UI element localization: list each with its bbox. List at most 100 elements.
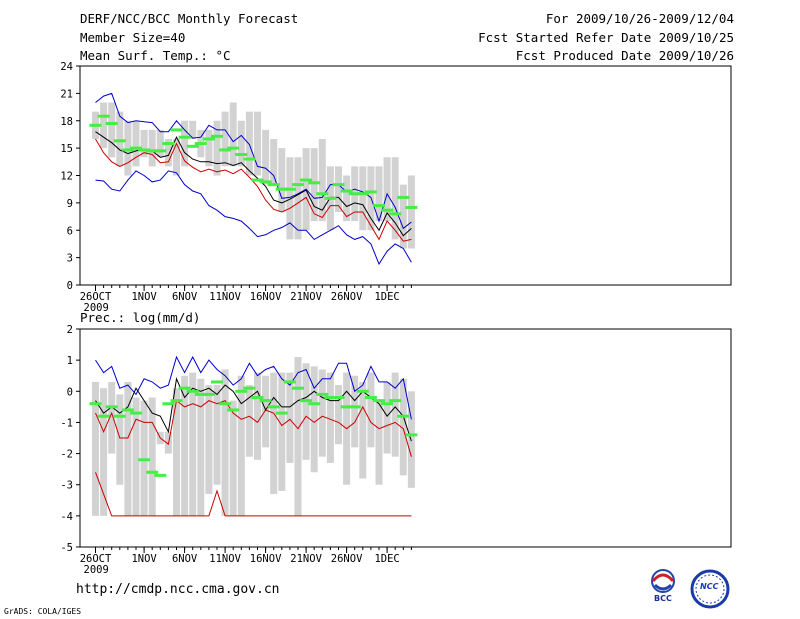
range-bar — [318, 139, 326, 222]
x-tick-label: 26NOV — [331, 553, 363, 565]
green-marker — [259, 180, 272, 184]
green-marker — [219, 402, 232, 406]
x-year-label: 2009 — [84, 564, 109, 576]
range-bar — [189, 120, 197, 139]
y-tick-label: -2 — [60, 449, 73, 461]
x-year-label: 2009 — [84, 302, 109, 314]
green-marker — [316, 392, 329, 396]
range-bar — [294, 357, 302, 516]
green-marker — [405, 205, 418, 209]
green-marker — [113, 139, 126, 143]
range-bar — [173, 139, 180, 176]
green-marker — [316, 192, 329, 196]
x-tick-label: 6NOV — [172, 291, 198, 303]
range-bar — [359, 381, 367, 479]
range-bar — [286, 157, 294, 240]
green-marker — [405, 433, 418, 437]
range-bar — [270, 139, 278, 185]
y-tick-label: 0 — [67, 386, 73, 398]
range-bar — [383, 381, 391, 454]
range-bar — [399, 184, 407, 249]
range-bar — [108, 102, 116, 158]
y-tick-label: 3 — [67, 253, 73, 265]
green-marker — [364, 396, 377, 400]
range-bar — [391, 372, 399, 457]
y-tick-label: 15 — [60, 143, 73, 155]
range-bar — [229, 102, 237, 167]
green-marker — [113, 414, 126, 418]
range-bar — [375, 166, 383, 222]
range-bar — [302, 363, 310, 460]
range-bar — [326, 372, 334, 463]
green-marker — [300, 178, 313, 182]
x-tick-label: 26OCT — [80, 291, 112, 303]
green-marker — [130, 411, 142, 415]
range-bar — [124, 381, 132, 516]
range-bar — [286, 372, 294, 463]
source-url[interactable]: http://cmdp.ncc.cma.gov.cn — [76, 582, 280, 597]
y-tick-label: 2 — [67, 324, 73, 336]
range-bar — [181, 120, 189, 167]
bcc-logo: BCC — [640, 566, 686, 606]
green-marker — [332, 183, 345, 187]
green-marker — [154, 149, 167, 153]
green-marker — [170, 399, 183, 403]
range-bar — [229, 400, 237, 516]
green-marker — [130, 146, 142, 150]
green-marker — [348, 405, 361, 409]
green-marker — [97, 414, 110, 418]
range-bar — [359, 166, 367, 231]
range-bar — [245, 385, 253, 457]
range-bar — [254, 111, 261, 176]
y-tick-label: 18 — [60, 116, 73, 128]
green-marker — [373, 399, 385, 403]
green-marker — [389, 212, 402, 216]
green-marker — [397, 195, 410, 199]
green-marker — [105, 405, 118, 409]
range-bar — [156, 129, 164, 158]
green-marker — [292, 386, 304, 390]
green-marker — [211, 380, 223, 384]
range-bar — [173, 388, 180, 516]
x-tick-label: 1DEC — [374, 291, 399, 303]
x-tick-label: 6NOV — [172, 553, 198, 565]
range-bar — [237, 375, 245, 516]
chart-title: DERF/NCC/BCC Monthly Forecast — [80, 11, 299, 26]
green-marker — [348, 192, 361, 196]
range-bar — [237, 120, 245, 167]
green-marker — [178, 386, 191, 390]
green-marker — [146, 470, 159, 474]
green-marker — [162, 142, 175, 146]
green-marker — [227, 146, 240, 150]
x-tick-label: 16NOV — [250, 291, 282, 303]
range-bar — [343, 175, 351, 222]
green-marker — [340, 189, 353, 193]
green-marker — [356, 389, 369, 393]
green-marker — [251, 396, 264, 400]
x-tick-label: 21NOV — [290, 553, 322, 565]
x-tick-label: 1NOV — [131, 553, 157, 565]
bcc-logo-text: BCC — [654, 594, 672, 603]
member-size: Member Size=40 — [80, 30, 186, 45]
range-bar — [116, 111, 124, 167]
range-bar — [205, 129, 213, 167]
green-marker — [146, 149, 159, 153]
green-marker — [186, 144, 199, 148]
range-bar — [213, 120, 221, 176]
max-line — [95, 355, 412, 420]
green-marker — [340, 405, 353, 409]
forecast-start-date: Fcst Started Refer Date 2009/10/25 — [478, 30, 734, 45]
range-bar — [108, 381, 116, 454]
green-marker — [105, 121, 118, 125]
x-tick-label: 21NOV — [290, 291, 322, 303]
range-bar — [407, 175, 415, 249]
green-marker — [121, 408, 134, 412]
range-bar — [132, 397, 140, 516]
green-marker — [364, 190, 377, 194]
green-marker — [219, 148, 232, 152]
low-line — [95, 472, 412, 517]
x-tick-label: 1NOV — [131, 291, 157, 303]
low-line — [95, 138, 412, 242]
y-tick-label: 0 — [67, 280, 73, 292]
